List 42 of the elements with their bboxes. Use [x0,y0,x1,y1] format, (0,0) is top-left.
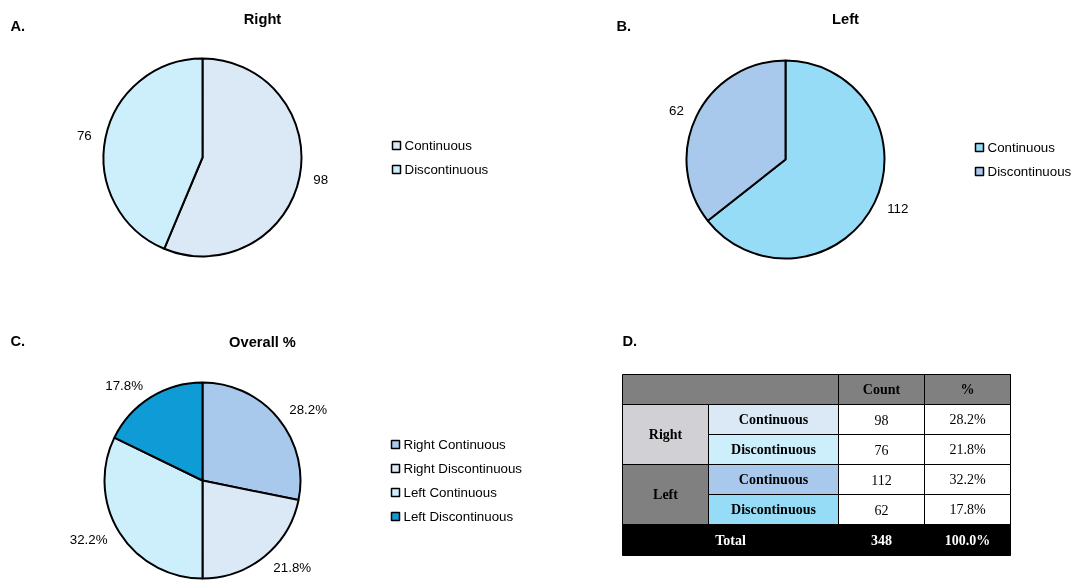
legend-label: Discontinuous [404,162,489,177]
data-label: 76 [76,127,92,143]
text: Total [715,532,746,548]
text: A. [10,17,26,34]
text: Continuous [738,472,809,487]
data-label: 32.2% [69,532,108,548]
data-label: 17.8% [105,378,144,394]
legend-label: Continuous [987,140,1056,155]
text: Count [862,382,901,397]
legend-label: Continuous [404,138,473,153]
text: 32.2% [949,472,986,487]
legend-label: Left Discontinuous [403,509,514,524]
text: Right [648,427,683,442]
text: 76 [874,442,889,458]
text: Left [653,487,678,502]
text: 62 [874,502,889,518]
text: 98 [874,412,889,428]
data-label: 62 [668,102,684,118]
legend-label: Right Continuous [403,437,507,452]
text: B. [616,17,632,34]
data-label: 28.2% [289,402,328,418]
text: Discontinuous [731,502,816,517]
text: % [960,382,975,397]
text: 348 [871,533,892,548]
text: C. [10,332,26,349]
text: 21.8% [949,442,986,457]
data-label: 112 [887,201,909,217]
chart-title: Left [832,10,860,27]
text: 100.0% [944,532,991,548]
text: D. [622,332,638,349]
legend-label: Right Discontinuous [403,461,523,476]
text: Discontinuous [731,442,816,457]
legend-label: Discontinuous [987,164,1072,179]
text: 17.8% [949,502,986,517]
legend-label: Left Continuous [403,485,498,500]
text: 28.2% [949,412,986,427]
data-label: 98 [313,172,329,188]
text: 112 [871,472,892,488]
chart-title: Overall % [229,333,296,350]
text: Continuous [738,412,809,427]
data-label: 21.8% [273,559,312,575]
chart-title: Right [243,10,282,27]
